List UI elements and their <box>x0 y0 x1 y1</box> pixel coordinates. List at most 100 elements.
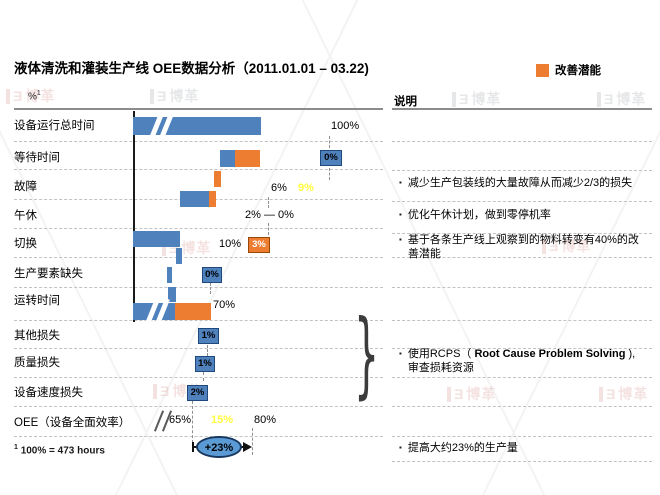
note-text: 使用RCPS（ Root Cause Problem Solving ), 审查损… <box>408 347 646 375</box>
bogee-logo-icon: Ǝ <box>454 385 464 402</box>
leader-line <box>268 197 269 208</box>
bogee-logo-icon: Ǝ <box>157 87 167 104</box>
footnote-ref: 1 <box>36 90 41 97</box>
bogee-logo-icon: Ǝ <box>169 239 179 256</box>
footnote-ref: 1 <box>14 444 18 451</box>
arrow-right-icon <box>243 442 252 452</box>
row-separator <box>14 406 383 407</box>
y-axis-line <box>133 111 135 322</box>
value-label: 2% — 0% <box>245 209 294 221</box>
value-box: 1% <box>195 356 215 372</box>
row-separator <box>392 233 652 234</box>
row-separator <box>392 436 652 437</box>
row-label: 设备速度损失 <box>14 387 83 399</box>
row-separator <box>392 461 652 462</box>
row-separator <box>14 348 383 349</box>
value-label: 70% <box>213 299 236 311</box>
leader-line <box>252 428 253 455</box>
bar-running-potential <box>175 303 211 320</box>
gain-arrow-cap <box>192 442 194 452</box>
note-text: 提高大约23%的生产量 <box>407 442 518 454</box>
bullet-icon: ▪ <box>399 349 402 358</box>
note-text-part: 使用RCPS（ <box>407 348 475 360</box>
bogee-logo-icon <box>153 383 157 399</box>
value-label: 100% <box>331 120 360 132</box>
watermark-text: 博革 <box>169 88 200 104</box>
bar-missing-factors <box>167 267 172 283</box>
row-label: 等待时间 <box>14 152 60 164</box>
value-label: 10% <box>219 238 242 250</box>
note-text: 减少生产包装线的大量故障从而减少2/3的损失 <box>407 177 633 189</box>
note-text-bold: Root Cause Problem Solving <box>474 348 626 360</box>
value-label: 65% <box>169 414 192 426</box>
leader-line <box>192 401 193 443</box>
note-text-line2: 审查损耗资源 <box>407 362 474 374</box>
footnote: 1 100% = 473 hours <box>14 444 105 456</box>
bar-step <box>168 287 176 302</box>
note-bullet: ▪ 减少生产包装线的大量故障从而减少2/3的损失 <box>399 176 632 190</box>
header-rule-left <box>14 108 383 110</box>
value-label: 6% <box>271 182 287 194</box>
row-separator <box>392 257 652 258</box>
bogee-logo-icon <box>447 386 451 402</box>
legend-swatch-improvement-icon <box>536 63 549 77</box>
bar-waiting-current <box>220 150 235 167</box>
row-label: 设备运行总时间 <box>14 120 95 132</box>
note-text-part: ), <box>625 348 636 360</box>
bar-lunch-current <box>180 191 209 207</box>
header-rule-right <box>392 108 652 110</box>
watermark-text: 博革 <box>25 88 56 104</box>
footnote-text: 100% = 473 hours <box>20 445 105 457</box>
row-label: 生产要素缺失 <box>14 268 83 280</box>
potential-label: 9% <box>298 182 314 194</box>
bogee-logo-icon <box>452 91 456 107</box>
bullet-icon: ▪ <box>399 210 402 219</box>
gain-badge: +23% <box>196 436 242 458</box>
bar-changeover <box>133 231 180 247</box>
watermark-text: 博革 <box>466 386 497 402</box>
potential-label: 15% <box>211 414 234 426</box>
watermark-text: 博革 <box>181 240 212 256</box>
bogee-logo-icon <box>542 238 546 254</box>
bullet-icon: ▪ <box>399 235 402 244</box>
row-separator <box>14 169 383 170</box>
watermark-text: 博革 <box>618 386 649 402</box>
legend-label: 改善潜能 <box>555 65 601 77</box>
row-label: OEE（设备全面效率） <box>14 417 131 429</box>
watermark-text: 博革 <box>561 238 592 254</box>
note-bullet: ▪ 优化午休计划，做到零停机率 <box>399 208 551 222</box>
note-text: 优化午休计划，做到零停机率 <box>407 209 551 221</box>
bar-lunch-potential <box>209 191 216 207</box>
leader-line <box>329 168 330 180</box>
bogee-logo-icon: Ǝ <box>160 382 170 399</box>
row-separator <box>392 406 652 407</box>
watermark-text: 博革 <box>471 91 502 107</box>
bullet-icon: ▪ <box>399 178 402 187</box>
note-text: 基于各条生产线上观察到的物料转变有40%的改善潜能 <box>407 234 639 260</box>
bogee-logo-icon: Ǝ <box>549 237 559 254</box>
row-separator <box>392 287 652 288</box>
leader-line <box>210 283 211 294</box>
axis-unit-symbol: % <box>28 91 37 103</box>
bogee-logo-icon <box>597 91 601 107</box>
bar-waiting-potential <box>235 150 260 167</box>
note-bullet: ▪ 基于各条生产线上观察到的物料转变有40%的改善潜能 <box>399 233 646 261</box>
row-label: 故障 <box>14 181 37 193</box>
bogee-logo-icon <box>150 88 154 104</box>
bar-breakdown-potential <box>214 171 221 187</box>
bogee-logo-icon: Ǝ <box>604 90 614 107</box>
bogee-logo-icon: Ǝ <box>459 90 469 107</box>
row-separator <box>14 287 383 288</box>
value-box: 0% <box>202 267 222 283</box>
bullet-icon: ▪ <box>399 443 402 452</box>
row-separator <box>392 320 652 321</box>
legend: 改善潜能 <box>536 62 601 78</box>
row-separator <box>14 257 383 258</box>
row-separator <box>14 436 383 437</box>
